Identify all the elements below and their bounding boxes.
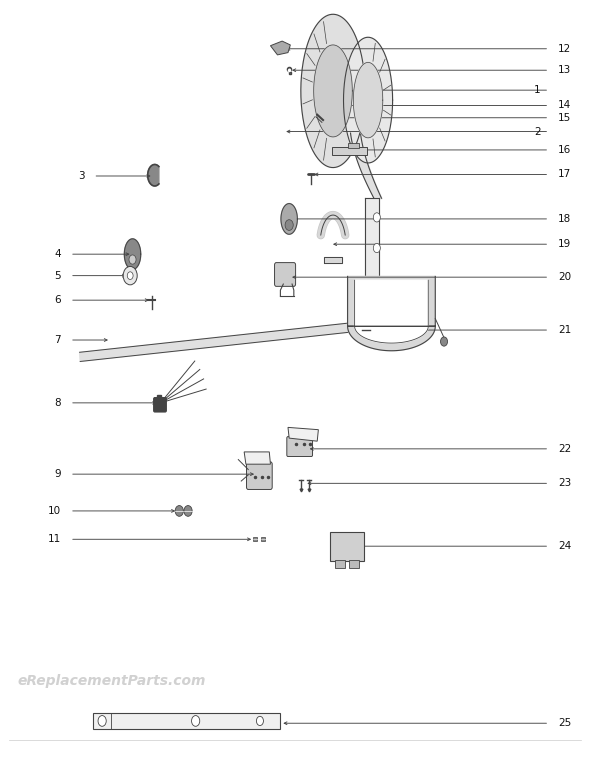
Circle shape bbox=[373, 213, 381, 222]
Circle shape bbox=[285, 220, 293, 230]
FancyBboxPatch shape bbox=[153, 398, 166, 412]
Text: 14: 14 bbox=[558, 100, 571, 110]
Text: 25: 25 bbox=[558, 718, 571, 728]
Polygon shape bbox=[148, 164, 159, 186]
Polygon shape bbox=[355, 280, 428, 343]
FancyBboxPatch shape bbox=[247, 462, 272, 489]
Text: 7: 7 bbox=[55, 335, 61, 345]
Text: 3: 3 bbox=[78, 171, 84, 181]
Polygon shape bbox=[288, 428, 319, 441]
Text: 17: 17 bbox=[558, 170, 571, 179]
FancyBboxPatch shape bbox=[287, 437, 313, 456]
Circle shape bbox=[175, 506, 183, 516]
Text: 22: 22 bbox=[558, 444, 571, 454]
Bar bbox=[93, 713, 280, 730]
Polygon shape bbox=[124, 239, 140, 269]
Circle shape bbox=[373, 290, 381, 299]
Polygon shape bbox=[348, 276, 435, 350]
Text: 18: 18 bbox=[558, 214, 571, 224]
Polygon shape bbox=[80, 322, 362, 361]
Bar bbox=[335, 560, 345, 567]
Polygon shape bbox=[244, 452, 270, 464]
Text: 21: 21 bbox=[558, 325, 571, 335]
Bar bbox=[348, 143, 359, 148]
Polygon shape bbox=[314, 45, 352, 137]
Text: 19: 19 bbox=[558, 239, 571, 249]
Text: 4: 4 bbox=[55, 249, 61, 259]
Polygon shape bbox=[270, 41, 290, 55]
Polygon shape bbox=[281, 204, 297, 234]
Polygon shape bbox=[324, 257, 342, 263]
Polygon shape bbox=[301, 14, 365, 168]
Circle shape bbox=[123, 266, 137, 285]
FancyBboxPatch shape bbox=[274, 262, 296, 286]
Text: 24: 24 bbox=[558, 541, 571, 551]
Text: 9: 9 bbox=[55, 469, 61, 479]
Text: 23: 23 bbox=[558, 479, 571, 489]
Text: 11: 11 bbox=[48, 534, 61, 544]
Polygon shape bbox=[365, 198, 379, 344]
Circle shape bbox=[127, 272, 133, 279]
Text: 5: 5 bbox=[55, 271, 61, 281]
Text: eReplacementParts.com: eReplacementParts.com bbox=[17, 674, 206, 688]
Polygon shape bbox=[353, 63, 383, 138]
Text: 15: 15 bbox=[558, 113, 571, 123]
Circle shape bbox=[184, 506, 192, 516]
Bar bbox=[349, 560, 359, 567]
Bar bbox=[330, 532, 364, 560]
Circle shape bbox=[373, 243, 381, 252]
Circle shape bbox=[98, 716, 106, 726]
Text: 13: 13 bbox=[558, 65, 571, 75]
Polygon shape bbox=[343, 37, 392, 163]
Circle shape bbox=[192, 716, 200, 726]
Circle shape bbox=[129, 255, 136, 264]
Circle shape bbox=[257, 716, 264, 726]
Text: 12: 12 bbox=[558, 44, 571, 54]
Text: 16: 16 bbox=[558, 145, 571, 155]
Bar bbox=[332, 147, 367, 154]
Text: 2: 2 bbox=[534, 127, 540, 137]
Text: 8: 8 bbox=[55, 398, 61, 408]
Text: 6: 6 bbox=[55, 295, 61, 305]
Text: 1: 1 bbox=[534, 85, 540, 95]
Text: 20: 20 bbox=[558, 273, 571, 282]
Circle shape bbox=[441, 337, 448, 346]
Text: 10: 10 bbox=[48, 506, 61, 516]
